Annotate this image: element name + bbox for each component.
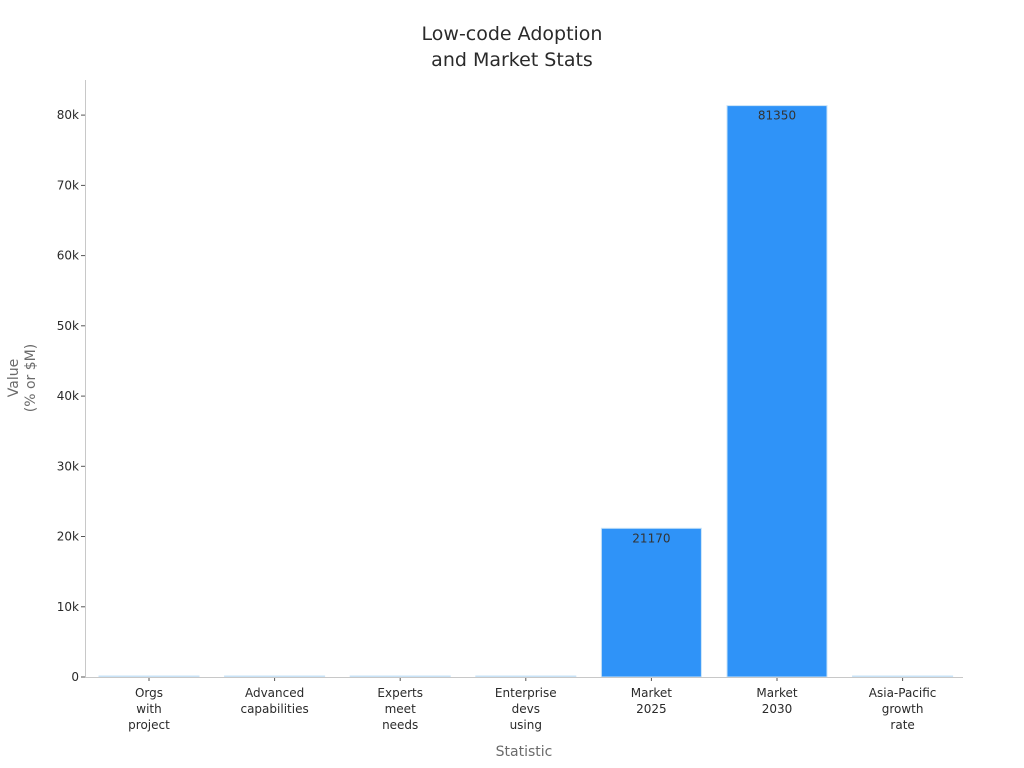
x-tick-label: Advanced capabilities [240, 686, 308, 716]
x-tick-label-line: needs [382, 718, 418, 732]
bar [349, 675, 451, 678]
bar-value-label: 81350 [758, 109, 796, 123]
bar [600, 527, 702, 678]
bars-layer [98, 105, 954, 678]
bar [224, 675, 326, 678]
x-tick-label: Experts meet needs [377, 686, 423, 732]
x-tick-label-line: capabilities [240, 702, 308, 716]
chart-title-line-1: Low-code Adoption [422, 23, 603, 45]
x-axis-title: Statistic [496, 744, 553, 760]
y-tick-label: 50k [57, 319, 79, 333]
y-tick-label: 80k [57, 108, 79, 122]
bar [98, 675, 200, 678]
y-tick-label: 70k [57, 178, 79, 192]
x-tick-label: Orgs with project [128, 686, 170, 732]
y-tick-label: 0 [71, 670, 79, 684]
x-tick-label-line: Advanced [245, 686, 304, 700]
y-tick-label: 20k [57, 530, 79, 544]
x-tick-label-line: 2025 [636, 702, 667, 716]
chart-title-line-2: and Market Stats [431, 49, 593, 71]
y-tick-label: 40k [57, 389, 79, 403]
x-tick-label-line: devs [512, 702, 540, 716]
y-tick-label: 10k [57, 600, 79, 614]
y-axis-title-line-1: Value [6, 359, 22, 397]
x-tick-label-line: 2030 [762, 702, 793, 716]
x-tick-label: Market 2030 [756, 686, 798, 716]
bar [726, 105, 828, 678]
ticks-layer: Orgs with project Advanced capabilities Exper… [57, 108, 937, 732]
x-tick-label-line: Market [631, 686, 673, 700]
x-tick-label-line: Orgs [135, 686, 163, 700]
x-tick-label-line: growth [882, 702, 924, 716]
y-axis-title-line-2: (% or $M) [23, 344, 39, 412]
y-tick-label: 30k [57, 459, 79, 473]
x-tick-label-line: with [136, 702, 161, 716]
x-tick-label-line: project [128, 718, 170, 732]
bar [475, 675, 577, 678]
x-tick-label-line: Asia-Pacific [869, 686, 937, 700]
bar-value-label: 21170 [632, 531, 670, 545]
y-axis-title: Value (% or $M) [6, 344, 39, 412]
x-tick-label-line: using [510, 718, 542, 732]
x-tick-label-line: meet [385, 702, 416, 716]
x-tick-label: Asia-Pacific growth rate [869, 686, 937, 732]
data-labels-layer: 21170 81350 [632, 109, 796, 546]
x-tick-label: Market 2025 [631, 686, 673, 716]
x-tick-label-line: rate [890, 718, 914, 732]
y-tick-label: 60k [57, 249, 79, 263]
x-tick-label-line: Market [756, 686, 798, 700]
bar [852, 675, 954, 678]
x-tick-label-line: Enterprise [495, 686, 557, 700]
x-tick-label-line: Experts [377, 686, 423, 700]
x-tick-label: Enterprise devs using [495, 686, 557, 732]
